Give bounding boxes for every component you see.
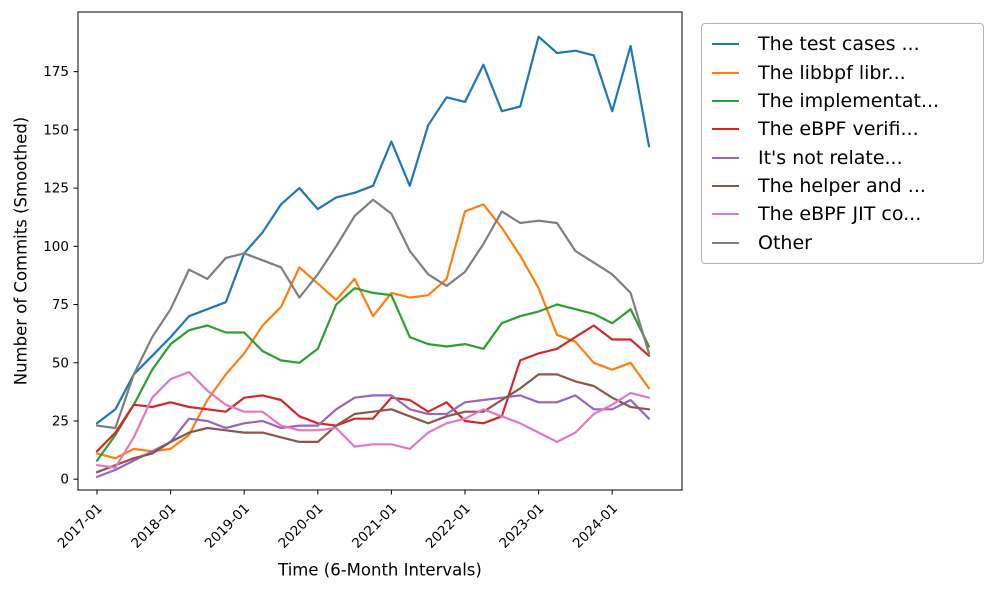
legend-item-1: The libbpf libr...	[712, 62, 973, 84]
y-tick-label: 100	[43, 239, 69, 255]
legend-item-label: The eBPF JIT co...	[758, 203, 922, 226]
legend-line-swatch	[712, 185, 739, 188]
legend-item-label: It's not relate...	[758, 146, 903, 169]
x-tick-label: 2021-01	[349, 501, 400, 552]
series-line-0	[95, 35, 651, 425]
legend-item-label: The test cases ...	[758, 33, 920, 56]
legend-line-swatch	[712, 213, 739, 216]
series-line-6	[95, 371, 651, 469]
y-tick-label: 125	[43, 181, 69, 197]
y-tick-label: 25	[52, 413, 69, 429]
x-axis-label: Time (6-Month Intervals)	[278, 560, 482, 580]
y-axis-label: Number of Commits (Smoothed)	[11, 116, 31, 386]
legend-item-4: It's not relate...	[712, 147, 973, 169]
y-tick-label: 175	[43, 64, 69, 80]
x-tick-label: 2023-01	[496, 501, 547, 552]
legend-item-label: The libbpf libr...	[758, 61, 906, 84]
x-tick-label: 2019-01	[202, 501, 253, 552]
legend-line-swatch	[712, 43, 739, 46]
series-line-5	[95, 373, 651, 474]
plot-border	[77, 11, 683, 491]
x-tick-label: 2024-01	[570, 501, 621, 552]
y-tick-label: 50	[52, 355, 69, 371]
legend-item-0: The test cases ...	[712, 33, 973, 55]
legend: The test cases ... The libbpf libr... The …	[701, 23, 984, 264]
legend-item-label: The eBPF verifi...	[758, 118, 919, 141]
legend-item-label: The helper and ...	[758, 175, 926, 198]
x-tick-label: 2017-01	[55, 501, 106, 552]
series-line-1	[95, 203, 651, 460]
x-tick-label: 2020-01	[275, 501, 326, 552]
series-line-4	[95, 394, 651, 478]
legend-item-2: The implementat...	[712, 90, 973, 112]
legend-line-swatch	[712, 71, 739, 74]
series-line-2	[95, 287, 651, 462]
legend-item-3: The eBPF verifi...	[712, 118, 973, 140]
legend-item-7: Other	[712, 232, 973, 254]
x-tick-label: 2022-01	[423, 501, 474, 552]
x-tick-label: 2018-01	[128, 501, 179, 552]
y-tick-label: 0	[60, 472, 69, 488]
legend-line-swatch	[712, 241, 739, 244]
legend-item-label: The implementat...	[758, 89, 940, 112]
legend-item-label: Other	[758, 231, 812, 254]
legend-item-5: The helper and ...	[712, 175, 973, 197]
series-line-3	[95, 324, 651, 453]
legend-line-swatch	[712, 156, 739, 159]
legend-item-6: The eBPF JIT co...	[712, 203, 973, 225]
legend-line-swatch	[712, 99, 739, 102]
legend-line-swatch	[712, 128, 739, 131]
y-tick-label: 75	[52, 297, 69, 313]
y-tick-label: 150	[43, 122, 69, 138]
series-line-7	[95, 198, 651, 430]
